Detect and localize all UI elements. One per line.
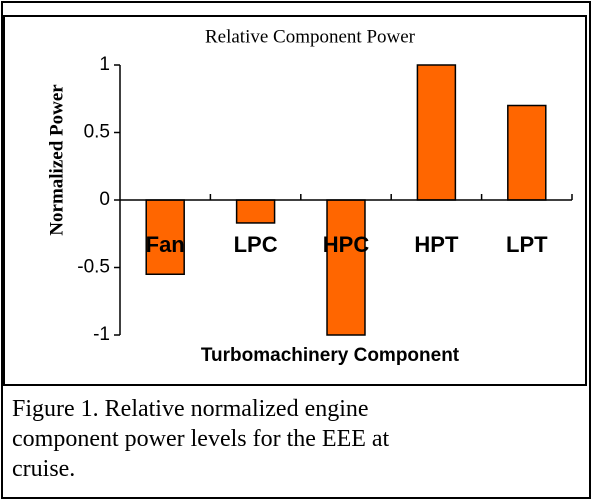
y-axis-label: Normalized Power [46,84,67,236]
y-tick-label: 1 [99,54,110,75]
y-tick-label: 0 [99,189,110,210]
x-tick-label: LPT [506,232,548,257]
x-tick-label: Fan [146,232,185,257]
caption: Figure 1. Relative normalized engine com… [12,396,395,482]
y-tick-label: -0.5 [77,257,110,278]
caption-line: Figure 1. Relative normalized engine [12,396,369,422]
caption-line: component power levels for the EEE at [12,426,390,452]
y-tick-label: -1 [93,324,110,345]
bar [235,199,276,224]
x-tick-label: HPC [323,232,370,257]
chart-border [3,15,587,386]
x-axis-label: Turbomachinery Component [201,345,460,366]
bar [416,64,457,201]
x-tick-label: HPT [414,232,459,257]
bar [507,104,547,201]
caption-line: cruise. [12,456,75,482]
chart-title: Relative Component Power [205,26,416,47]
y-tick-label: 0.5 [84,122,110,143]
bar [326,199,366,336]
x-tick-label: LPC [234,232,278,257]
